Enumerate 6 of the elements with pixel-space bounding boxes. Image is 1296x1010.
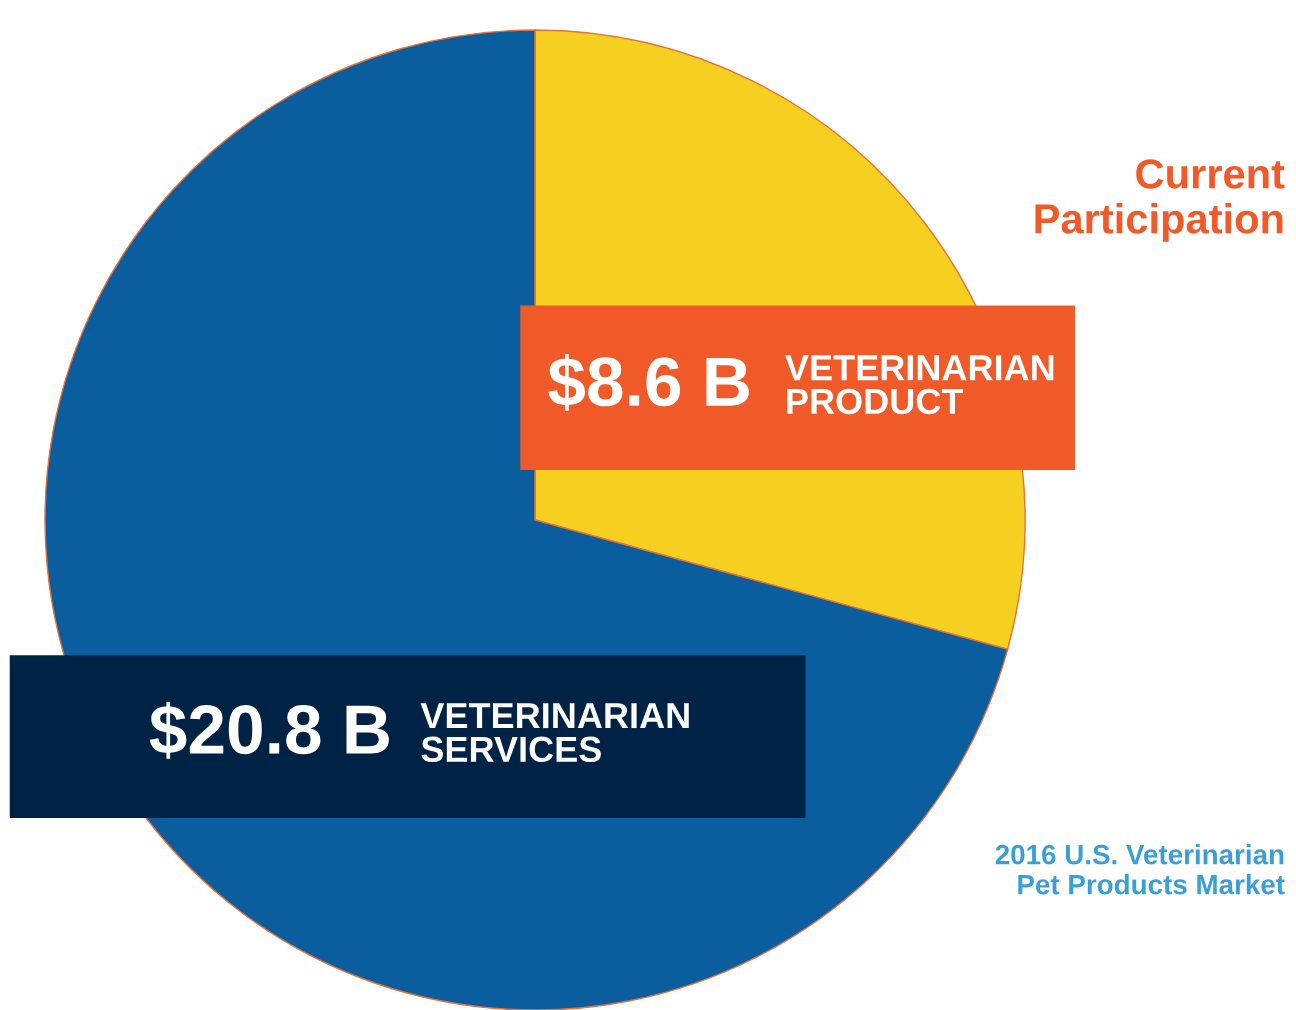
text: Current Participation: [1035, 159, 1285, 242]
slice-label: VETERINARIAN SERVICES: [420, 703, 689, 763]
data-label: $8.6 B: [548, 354, 749, 411]
text: 2016 U.S. Veterinarian Pet Products Market: [995, 844, 1285, 895]
data-label: $20.8 B: [149, 702, 389, 759]
slice-label: VETERINARIAN PRODUCT: [785, 355, 1054, 415]
